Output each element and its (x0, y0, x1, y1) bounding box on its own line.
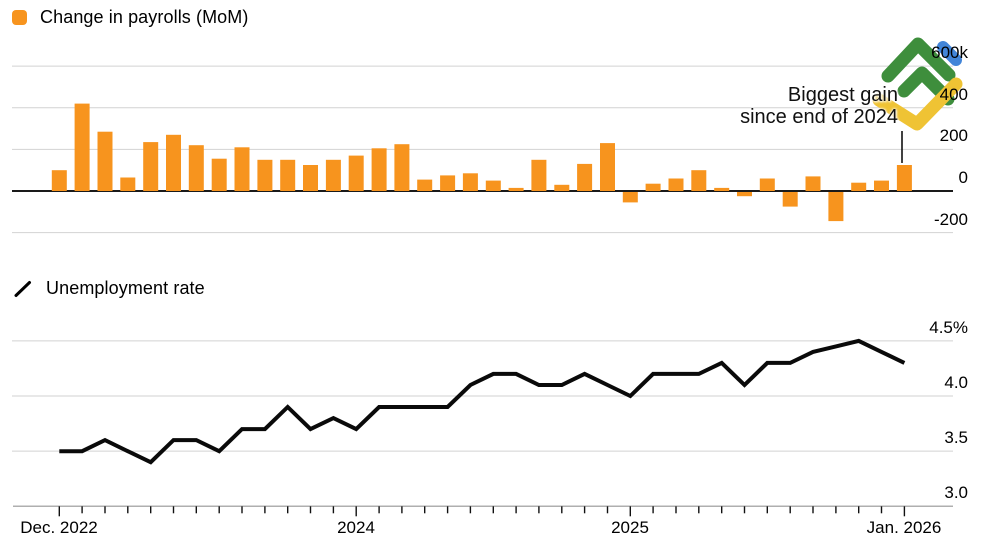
payroll-bar (554, 184, 570, 191)
annotation-line2: since end of 2024 (740, 106, 898, 128)
x-axis-label: Jan. 2026 (866, 518, 942, 537)
x-axis-label: 2024 (337, 518, 375, 537)
payroll-bar (577, 163, 593, 191)
payrolls-legend-label: Change in payrolls (MoM) (40, 7, 249, 27)
unemployment-ytick-label: 4.0 (944, 373, 968, 392)
annotation-line1: Biggest gain (787, 84, 898, 106)
payroll-bar (485, 180, 501, 191)
payroll-bar (462, 173, 478, 191)
payroll-bar (394, 144, 410, 191)
payrolls-bars (51, 103, 912, 222)
payroll-bar (348, 155, 364, 191)
unemployment-rate-line (59, 338, 906, 465)
payroll-bar (51, 170, 67, 191)
payroll-bar (691, 170, 707, 191)
payroll-bar (600, 143, 615, 191)
payrolls-ytick-label: 0 (958, 168, 968, 187)
line-series-glyph-icon (14, 280, 31, 297)
payroll-bar (188, 145, 204, 191)
payrolls-ytick-label: 400 (939, 85, 968, 104)
payroll-bar (714, 187, 730, 191)
payroll-bar (143, 142, 159, 191)
payrolls-ytick-label: -200 (933, 210, 968, 229)
unemployment-ytick-label: 3.5 (944, 428, 968, 447)
payroll-bar (74, 103, 90, 191)
payroll-bar (622, 192, 638, 203)
payrolls-legend-swatch-icon (12, 10, 27, 25)
logo-blue-dash-icon (937, 41, 962, 66)
payroll-bar (737, 192, 752, 197)
payroll-bar (805, 176, 821, 191)
payroll-bar (325, 159, 341, 191)
logo-green-chevron-inner-icon (897, 66, 955, 106)
payrolls-ytick-label: 200 (939, 126, 968, 145)
payroll-bar (531, 159, 547, 191)
payroll-bar (896, 165, 912, 191)
payrolls-ytick-label: 600k (931, 43, 968, 62)
payroll-bar (371, 148, 387, 191)
payroll-bar (211, 158, 227, 191)
payroll-bar (166, 134, 181, 191)
payroll-bar (668, 178, 684, 191)
unemployment-ytick-label: 3.0 (944, 483, 968, 502)
payroll-bar (120, 177, 136, 191)
unemployment-legend: Unemployment rate (13, 278, 205, 299)
payroll-bar (303, 165, 318, 191)
payroll-bar (97, 131, 113, 191)
payroll-bar (851, 182, 867, 191)
payroll-bar (782, 192, 798, 207)
payroll-bar (508, 187, 524, 191)
payroll-bar (759, 178, 775, 191)
payroll-bar (234, 147, 250, 191)
payroll-bar (828, 192, 844, 222)
litefinance-logo (872, 37, 963, 131)
payroll-bar (257, 159, 273, 191)
payroll-bar (874, 180, 889, 191)
payroll-bar (280, 159, 296, 191)
unemployment-ytick-label: 4.5% (929, 318, 968, 337)
x-axis-label: 2025 (611, 518, 649, 537)
payrolls-legend: Change in payrolls (MoM) (12, 7, 248, 28)
annotation-biggest-gain: Biggest gain since end of 2024 (578, 84, 898, 128)
logo-green-chevron-outer-icon (881, 37, 956, 83)
unemployment-legend-label: Unemployment rate (46, 278, 205, 298)
logo-yellow-check-icon (872, 77, 963, 131)
x-axis-label: Dec. 2022 (20, 518, 98, 537)
x-axis-ticks (58, 506, 906, 517)
payroll-bar (417, 179, 433, 191)
payroll-bar (645, 183, 661, 191)
payroll-bar (440, 175, 456, 191)
